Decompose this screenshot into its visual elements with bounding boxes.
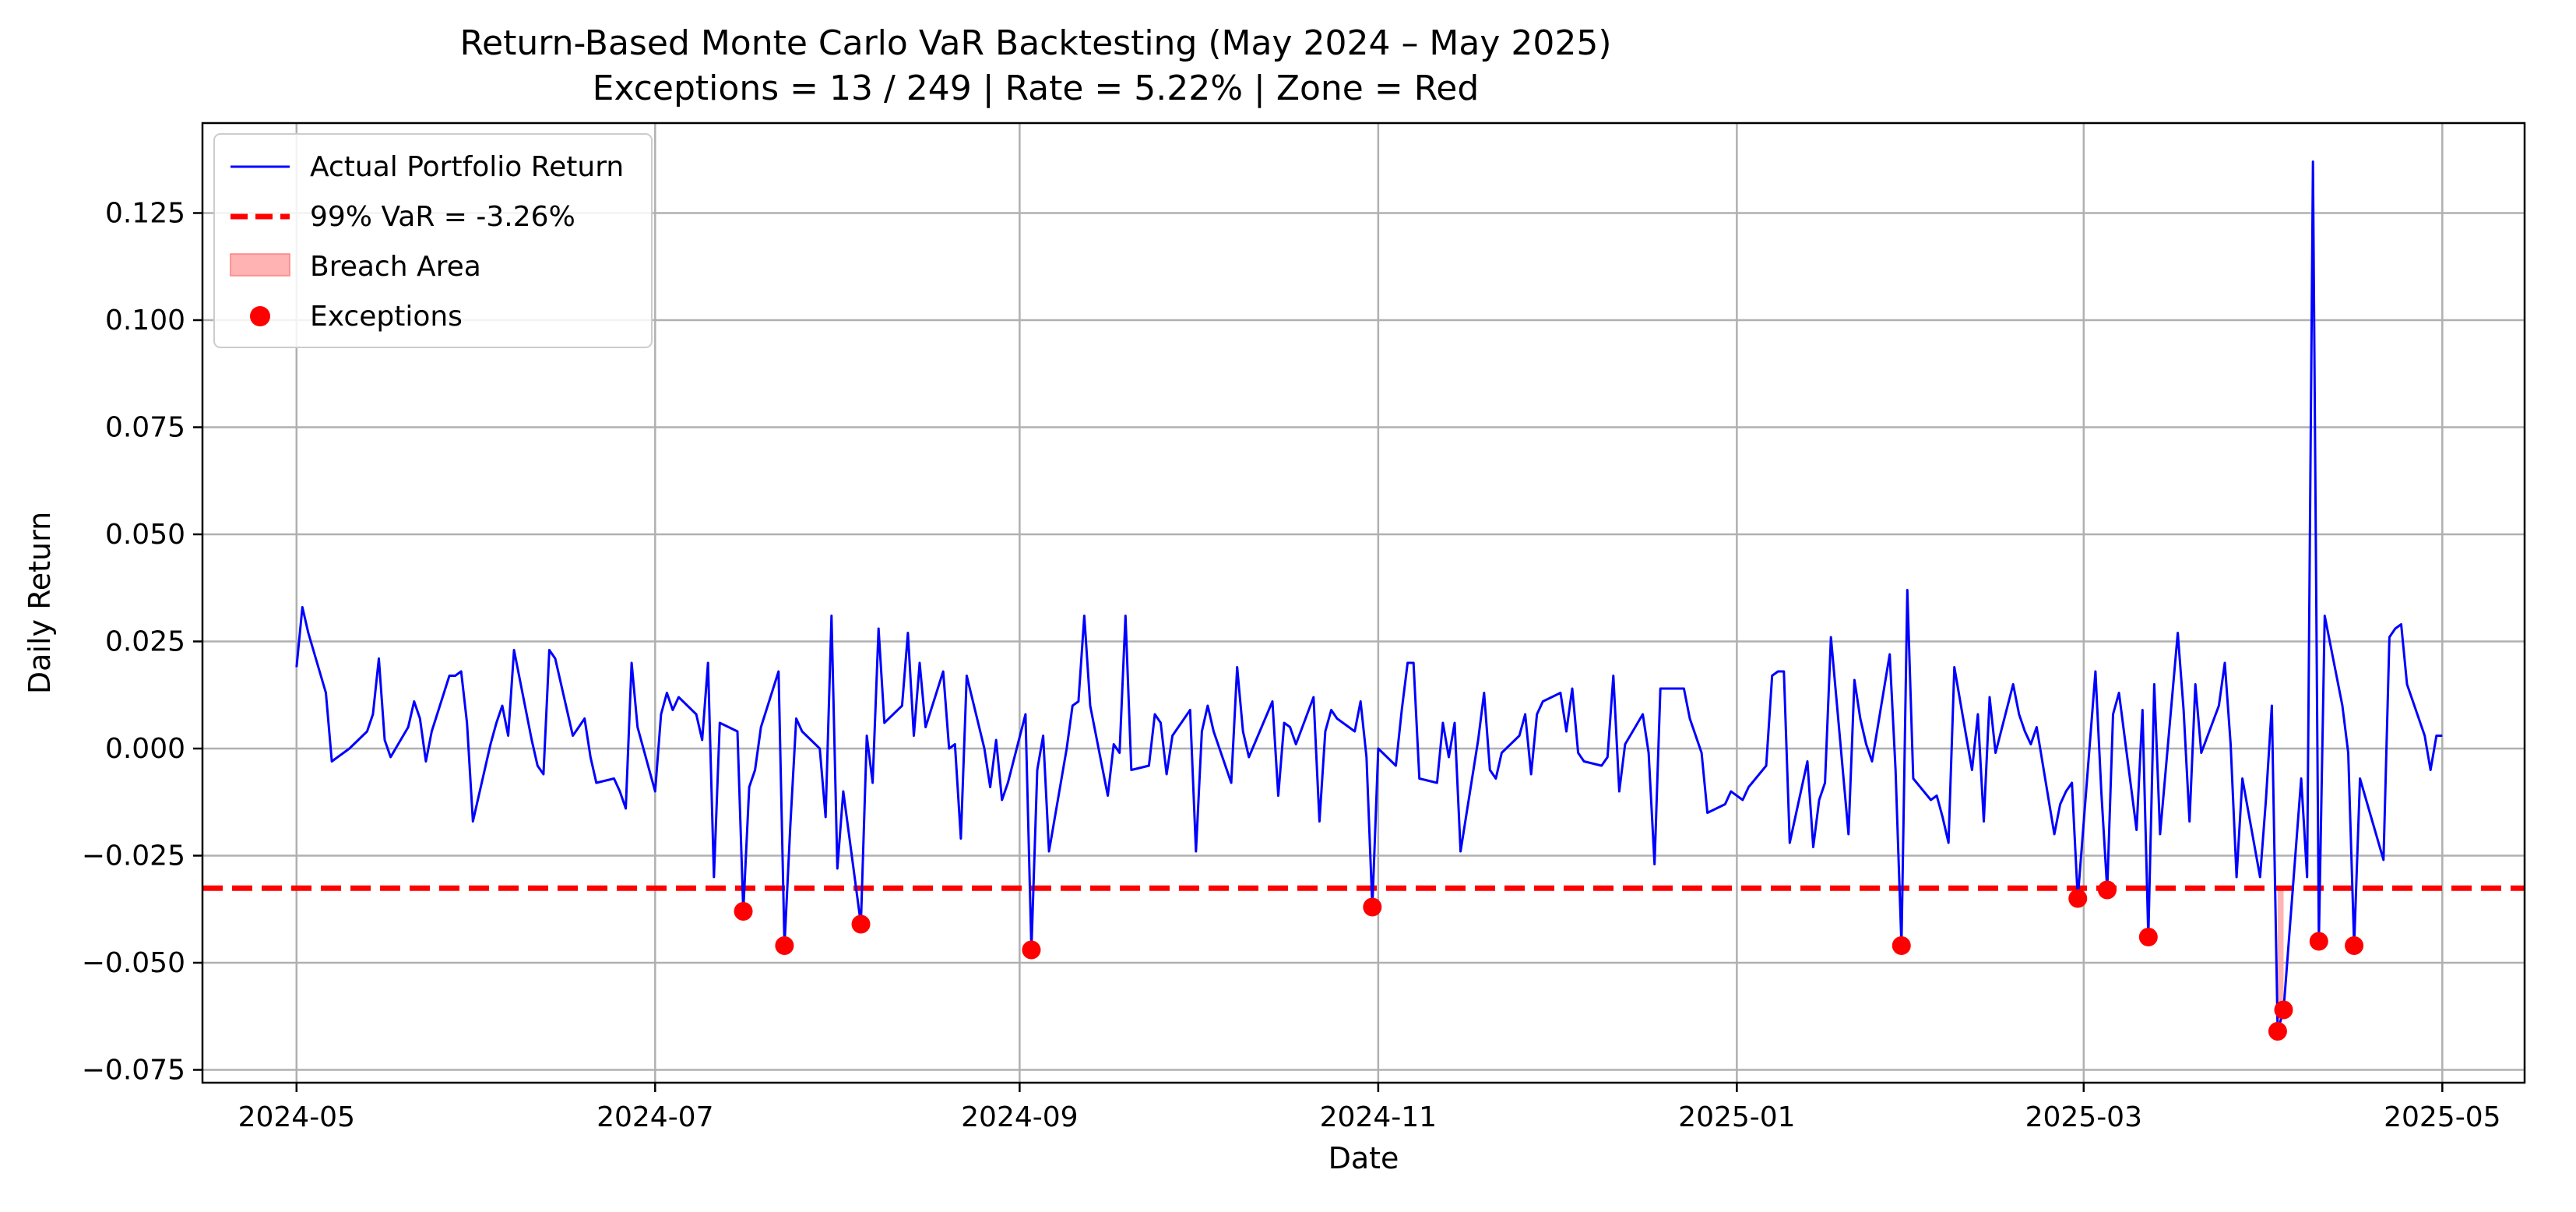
exception-point [851,914,871,934]
exception-point [1892,936,1911,955]
exception-point [2068,889,2088,908]
exception-point [2345,936,2364,955]
y-tick-label: −0.050 [82,947,185,979]
y-tick-label: 0.125 [105,198,185,230]
legend-swatch-exceptions [250,306,270,326]
breach-area-layer [2277,888,2284,1031]
legend-label-var: 99% VaR = -3.26% [310,201,575,233]
x-tick-label: 2025-05 [2384,1101,2500,1133]
exception-point [2097,880,2117,900]
x-tick-label: 2025-03 [2025,1101,2142,1133]
legend-label-breach: Breach Area [310,251,481,283]
x-tick-label: 2024-05 [238,1101,355,1133]
y-axis-ticks: −0.075 −0.050 −0.025 0.000 0.025 0.050 0.075 0.… [82,198,202,1087]
y-axis-label: Daily Return [23,512,57,694]
plot-frame [201,122,2526,1084]
legend-label-return: Actual Portfolio Return [310,151,624,183]
exception-point [775,936,794,955]
legend-box [213,133,653,348]
legend-label-exceptions: Exceptions [310,301,463,333]
exception-point [1022,940,1041,960]
exception-point [734,902,753,921]
exception-markers [734,880,2364,1041]
x-axis-label: Date [1328,1141,1399,1175]
y-tick-label: 0.025 [105,626,185,658]
y-tick-label: −0.075 [82,1055,185,1087]
exception-point [2138,928,2158,946]
legend-swatch-breach [230,253,290,277]
y-tick-label: 0.050 [105,519,185,551]
x-tick-label: 2024-11 [1320,1101,1437,1133]
exception-point [2309,932,2328,951]
exception-point [2268,1022,2287,1041]
exception-point [2274,1000,2293,1020]
y-tick-label: 0.000 [105,733,185,765]
chart-title: Return-Based Monte Carlo VaR Backtesting… [459,23,1611,63]
x-tick-label: 2024-09 [961,1101,1078,1133]
chart-subtitle: Exceptions = 13 / 249 | Rate = 5.22% | Z… [593,69,1480,108]
y-tick-label: −0.025 [82,840,185,872]
legend: Actual Portfolio Return 99% VaR = -3.26%… [213,133,653,348]
y-tick-label: 0.100 [105,305,185,336]
breach-area-region [2277,888,2284,1031]
x-axis-ticks: 2024-05 2024-07 2024-09 2024-11 2025-01 2025-… [238,1083,2501,1133]
actual-return-line [295,160,2443,1033]
x-tick-label: 2024-07 [596,1101,713,1133]
x-tick-label: 2025-01 [1678,1101,1795,1133]
exception-point [1363,897,1382,917]
y-tick-label: 0.075 [105,412,185,444]
